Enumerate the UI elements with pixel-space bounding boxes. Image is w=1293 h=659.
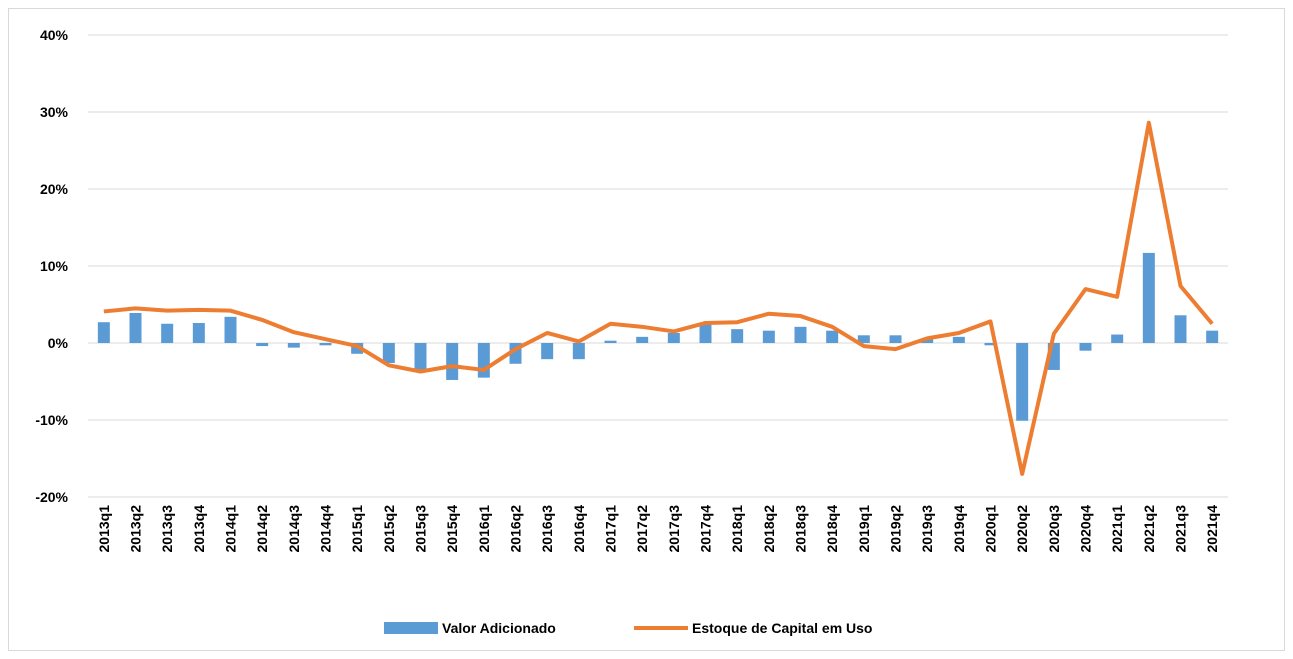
y-tick-label: 20% [40, 181, 69, 197]
x-tick-label: 2014q1 [223, 505, 239, 553]
y-tick-label: 30% [40, 104, 69, 120]
bar [636, 336, 649, 343]
y-tick-label: 0% [48, 335, 69, 351]
x-tick-label: 2015q3 [413, 505, 429, 553]
x-tick-label: 2017q1 [603, 505, 619, 553]
x-tick-label: 2020q3 [1046, 505, 1062, 553]
x-tick-label: 2013q2 [128, 505, 144, 553]
x-tick-label: 2016q2 [508, 505, 524, 553]
bar [224, 316, 237, 343]
x-tick-label: 2021q1 [1109, 505, 1125, 553]
bar [1142, 252, 1155, 343]
bar [1016, 343, 1029, 421]
chart-border [8, 8, 1285, 651]
x-tick-label: 2018q3 [793, 505, 809, 553]
bar [541, 343, 554, 360]
bar [414, 343, 427, 371]
bar [921, 338, 934, 343]
y-tick-label: -10% [35, 412, 68, 428]
bar [477, 343, 490, 378]
x-tick-label: 2020q4 [1078, 505, 1094, 553]
x-tick-label: 2015q1 [349, 505, 365, 553]
x-tick-label: 2014q2 [254, 505, 270, 553]
x-tick-label: 2019q2 [888, 505, 904, 553]
bar [319, 343, 332, 346]
x-tick-label: 2020q2 [1014, 505, 1030, 553]
bar [161, 323, 174, 343]
bar [857, 335, 870, 343]
line [103, 120, 1214, 476]
x-tick-label: 2013q3 [159, 505, 175, 553]
bar [667, 332, 680, 343]
bar [287, 343, 300, 348]
x-tick-label: 2015q2 [381, 505, 397, 553]
bar [794, 326, 807, 343]
x-tick-label: 2014q4 [318, 505, 334, 553]
y-tick-label: 40% [40, 27, 69, 43]
x-tick-label: 2019q4 [951, 505, 967, 553]
bar [256, 343, 269, 347]
x-tick-label: 2017q3 [666, 505, 682, 553]
x-tick-label: 2017q2 [634, 505, 650, 553]
bar [889, 335, 902, 343]
bar [952, 336, 965, 343]
x-tick-label: 2016q1 [476, 505, 492, 553]
x-tick-label: 2018q2 [761, 505, 777, 553]
x-tick-label: 2021q3 [1173, 505, 1189, 553]
y-tick-label: 10% [40, 258, 69, 274]
y-tick-label: -20% [35, 489, 68, 505]
x-tick-label: 2021q2 [1141, 505, 1157, 553]
bar [731, 329, 744, 343]
bar [1206, 330, 1219, 343]
x-tick-label: 2018q4 [824, 505, 840, 553]
bar [984, 343, 997, 346]
bar [1079, 343, 1092, 351]
legend-swatch [384, 622, 438, 634]
bar [97, 322, 110, 343]
bar [192, 322, 205, 343]
x-tick-label: 2014q3 [286, 505, 302, 553]
x-tick-label: 2016q4 [571, 505, 587, 553]
bar [572, 343, 585, 360]
x-tick-label: 2019q3 [919, 505, 935, 553]
bar [1174, 315, 1187, 343]
x-tick-label: 2019q1 [856, 505, 872, 553]
x-tick-label: 2017q4 [698, 505, 714, 553]
bar [826, 330, 839, 343]
bar [699, 324, 712, 343]
x-tick-label: 2016q3 [539, 505, 555, 553]
bar [762, 330, 775, 343]
x-tick-label: 2021q4 [1204, 505, 1220, 553]
x-tick-label: 2013q1 [96, 505, 112, 553]
bar [129, 312, 142, 343]
bar [604, 340, 617, 343]
x-tick-label: 2020q1 [983, 505, 999, 553]
x-tick-label: 2015q4 [444, 505, 460, 553]
bar [446, 343, 459, 380]
bar [382, 343, 395, 364]
legend-label: Valor Adicionado [442, 620, 556, 636]
x-tick-label: 2013q4 [191, 505, 207, 553]
legend-label: Estoque de Capital em Uso [692, 620, 872, 636]
bar [1111, 334, 1124, 343]
x-tick-label: 2018q1 [729, 505, 745, 553]
